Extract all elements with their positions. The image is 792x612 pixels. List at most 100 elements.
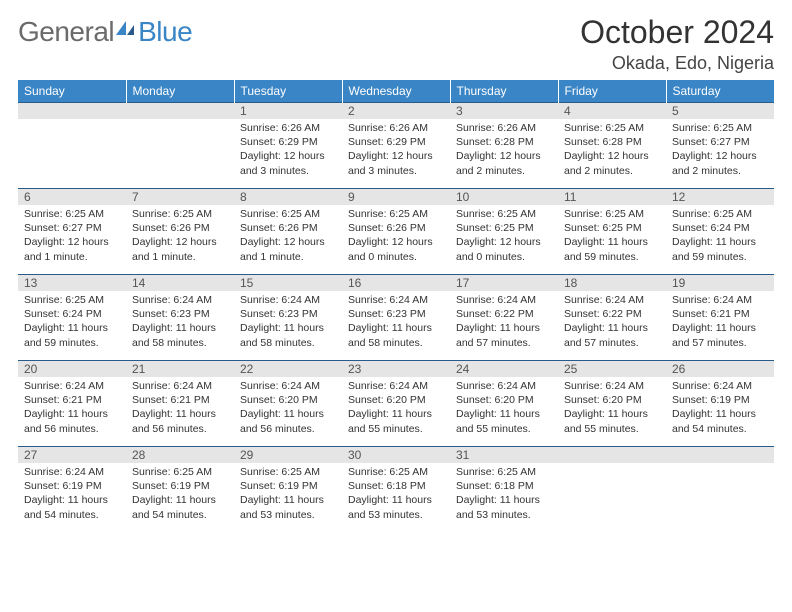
calendar-day-cell: 15Sunrise: 6:24 AMSunset: 6:23 PMDayligh… [234,275,342,361]
calendar-day-cell: 6Sunrise: 6:25 AMSunset: 6:27 PMDaylight… [18,189,126,275]
calendar-day-cell [18,103,126,189]
calendar-day-cell: 10Sunrise: 6:25 AMSunset: 6:25 PMDayligh… [450,189,558,275]
calendar-day-cell [666,447,774,533]
weekday-header-row: SundayMondayTuesdayWednesdayThursdayFrid… [18,80,774,103]
day-details: Sunrise: 6:25 AMSunset: 6:25 PMDaylight:… [450,205,558,266]
day-details: Sunrise: 6:25 AMSunset: 6:25 PMDaylight:… [558,205,666,266]
day-details: Sunrise: 6:25 AMSunset: 6:24 PMDaylight:… [666,205,774,266]
day-details: Sunrise: 6:24 AMSunset: 6:21 PMDaylight:… [18,377,126,438]
calendar-day-cell: 25Sunrise: 6:24 AMSunset: 6:20 PMDayligh… [558,361,666,447]
day-number: 16 [342,275,450,291]
day-details: Sunrise: 6:24 AMSunset: 6:23 PMDaylight:… [342,291,450,352]
day-number: 15 [234,275,342,291]
calendar-body: 1Sunrise: 6:26 AMSunset: 6:29 PMDaylight… [18,103,774,533]
calendar-week-row: 20Sunrise: 6:24 AMSunset: 6:21 PMDayligh… [18,361,774,447]
calendar-day-cell: 27Sunrise: 6:24 AMSunset: 6:19 PMDayligh… [18,447,126,533]
calendar-day-cell: 9Sunrise: 6:25 AMSunset: 6:26 PMDaylight… [342,189,450,275]
calendar-day-cell: 26Sunrise: 6:24 AMSunset: 6:19 PMDayligh… [666,361,774,447]
day-number: 9 [342,189,450,205]
day-details: Sunrise: 6:25 AMSunset: 6:27 PMDaylight:… [666,119,774,180]
day-number-empty [126,103,234,119]
calendar-day-cell: 22Sunrise: 6:24 AMSunset: 6:20 PMDayligh… [234,361,342,447]
day-number: 1 [234,103,342,119]
day-details: Sunrise: 6:24 AMSunset: 6:19 PMDaylight:… [18,463,126,524]
header: General Blue October 2024 Okada, Edo, Ni… [18,14,774,74]
weekday-header: Thursday [450,80,558,103]
day-number-empty [558,447,666,463]
day-number: 22 [234,361,342,377]
day-details: Sunrise: 6:24 AMSunset: 6:20 PMDaylight:… [558,377,666,438]
calendar-day-cell: 3Sunrise: 6:26 AMSunset: 6:28 PMDaylight… [450,103,558,189]
day-number: 12 [666,189,774,205]
day-details: Sunrise: 6:25 AMSunset: 6:26 PMDaylight:… [342,205,450,266]
day-details: Sunrise: 6:26 AMSunset: 6:29 PMDaylight:… [234,119,342,180]
calendar-day-cell: 8Sunrise: 6:25 AMSunset: 6:26 PMDaylight… [234,189,342,275]
weekday-header: Sunday [18,80,126,103]
month-title: October 2024 [580,14,774,51]
calendar-day-cell: 5Sunrise: 6:25 AMSunset: 6:27 PMDaylight… [666,103,774,189]
calendar-day-cell: 30Sunrise: 6:25 AMSunset: 6:18 PMDayligh… [342,447,450,533]
calendar-day-cell: 1Sunrise: 6:26 AMSunset: 6:29 PMDaylight… [234,103,342,189]
day-details: Sunrise: 6:24 AMSunset: 6:22 PMDaylight:… [450,291,558,352]
day-number: 29 [234,447,342,463]
weekday-header: Saturday [666,80,774,103]
calendar-day-cell: 7Sunrise: 6:25 AMSunset: 6:26 PMDaylight… [126,189,234,275]
calendar-week-row: 1Sunrise: 6:26 AMSunset: 6:29 PMDaylight… [18,103,774,189]
day-number: 21 [126,361,234,377]
day-number: 24 [450,361,558,377]
calendar-day-cell: 23Sunrise: 6:24 AMSunset: 6:20 PMDayligh… [342,361,450,447]
day-number: 27 [18,447,126,463]
calendar-day-cell: 16Sunrise: 6:24 AMSunset: 6:23 PMDayligh… [342,275,450,361]
calendar-day-cell: 17Sunrise: 6:24 AMSunset: 6:22 PMDayligh… [450,275,558,361]
weekday-header: Tuesday [234,80,342,103]
calendar-day-cell: 19Sunrise: 6:24 AMSunset: 6:21 PMDayligh… [666,275,774,361]
calendar-day-cell: 18Sunrise: 6:24 AMSunset: 6:22 PMDayligh… [558,275,666,361]
day-number: 31 [450,447,558,463]
day-details: Sunrise: 6:24 AMSunset: 6:21 PMDaylight:… [666,291,774,352]
day-number: 2 [342,103,450,119]
calendar-day-cell: 21Sunrise: 6:24 AMSunset: 6:21 PMDayligh… [126,361,234,447]
day-details: Sunrise: 6:24 AMSunset: 6:20 PMDaylight:… [234,377,342,438]
calendar-week-row: 27Sunrise: 6:24 AMSunset: 6:19 PMDayligh… [18,447,774,533]
day-number: 10 [450,189,558,205]
day-details: Sunrise: 6:24 AMSunset: 6:22 PMDaylight:… [558,291,666,352]
weekday-header: Friday [558,80,666,103]
calendar-day-cell [126,103,234,189]
day-details: Sunrise: 6:25 AMSunset: 6:19 PMDaylight:… [234,463,342,524]
weekday-header: Monday [126,80,234,103]
day-number: 25 [558,361,666,377]
day-number: 20 [18,361,126,377]
day-number: 17 [450,275,558,291]
day-details: Sunrise: 6:24 AMSunset: 6:19 PMDaylight:… [666,377,774,438]
day-number: 13 [18,275,126,291]
logo-sail-icon [114,19,136,37]
day-number: 3 [450,103,558,119]
day-details: Sunrise: 6:24 AMSunset: 6:20 PMDaylight:… [342,377,450,438]
calendar-day-cell: 4Sunrise: 6:25 AMSunset: 6:28 PMDaylight… [558,103,666,189]
day-number: 14 [126,275,234,291]
day-details: Sunrise: 6:25 AMSunset: 6:26 PMDaylight:… [126,205,234,266]
day-number: 11 [558,189,666,205]
calendar-day-cell: 20Sunrise: 6:24 AMSunset: 6:21 PMDayligh… [18,361,126,447]
calendar-day-cell: 28Sunrise: 6:25 AMSunset: 6:19 PMDayligh… [126,447,234,533]
day-number-empty [666,447,774,463]
day-details: Sunrise: 6:24 AMSunset: 6:23 PMDaylight:… [234,291,342,352]
calendar-day-cell: 13Sunrise: 6:25 AMSunset: 6:24 PMDayligh… [18,275,126,361]
calendar-day-cell: 24Sunrise: 6:24 AMSunset: 6:20 PMDayligh… [450,361,558,447]
logo: General Blue [18,16,192,48]
calendar-week-row: 13Sunrise: 6:25 AMSunset: 6:24 PMDayligh… [18,275,774,361]
location: Okada, Edo, Nigeria [580,53,774,74]
day-number: 5 [666,103,774,119]
day-number: 7 [126,189,234,205]
calendar-day-cell [558,447,666,533]
day-details: Sunrise: 6:24 AMSunset: 6:23 PMDaylight:… [126,291,234,352]
calendar-day-cell: 31Sunrise: 6:25 AMSunset: 6:18 PMDayligh… [450,447,558,533]
calendar-day-cell: 2Sunrise: 6:26 AMSunset: 6:29 PMDaylight… [342,103,450,189]
calendar-day-cell: 29Sunrise: 6:25 AMSunset: 6:19 PMDayligh… [234,447,342,533]
day-number: 28 [126,447,234,463]
day-details: Sunrise: 6:25 AMSunset: 6:26 PMDaylight:… [234,205,342,266]
day-number: 18 [558,275,666,291]
day-details: Sunrise: 6:25 AMSunset: 6:24 PMDaylight:… [18,291,126,352]
day-details: Sunrise: 6:25 AMSunset: 6:19 PMDaylight:… [126,463,234,524]
day-details: Sunrise: 6:25 AMSunset: 6:28 PMDaylight:… [558,119,666,180]
